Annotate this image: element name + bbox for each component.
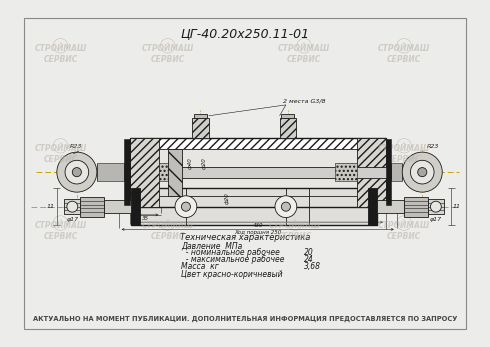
Text: R23: R23 [427, 144, 439, 150]
Text: φ17: φ17 [430, 217, 442, 222]
Bar [194, 114, 207, 118]
Bar [104, 200, 131, 213]
Circle shape [65, 160, 89, 184]
Text: Цвет красно-коричневый: Цвет красно-коричневый [181, 270, 283, 279]
Bar [404, 197, 428, 217]
Text: 11: 11 [453, 204, 461, 209]
Text: АКТУАЛЬНО НА МОМЕНТ ПУБЛИКАЦИИ. ДОПОЛНИТЕЛЬНАЯ ИНФОРМАЦИЯ ПРЕДОСТАВЛЯЕТСЯ ПО ЗАП: АКТУАЛЬНО НА МОМЕНТ ПУБЛИКАЦИИ. ДОПОЛНИТ… [33, 316, 457, 322]
Text: 35: 35 [142, 216, 148, 221]
Text: CТРОЙМАШ
СЕРВИС: CТРОЙМАШ СЕРВИС [142, 221, 194, 241]
Text: CТРОЙМАШ
СЕРВИС: CТРОЙМАШ СЕРВИС [142, 44, 194, 64]
Text: R23: R23 [70, 144, 82, 150]
Circle shape [430, 201, 441, 212]
Bar [428, 200, 444, 214]
Circle shape [417, 168, 427, 177]
Circle shape [281, 202, 291, 211]
Bar [129, 149, 386, 196]
Text: CТРОЙМАШ
СЕРВИС: CТРОЙМАШ СЕРВИС [378, 221, 430, 241]
Bar [377, 200, 404, 213]
Text: CТРОЙМАШ
СЕРВИС: CТРОЙМАШ СЕРВИС [34, 144, 87, 164]
Text: - максимальное рабочее: - максимальное рабочее [181, 255, 285, 264]
Circle shape [67, 201, 78, 212]
Text: ф20: ф20 [201, 157, 207, 169]
Text: Давление  МПа: Давление МПа [181, 241, 243, 250]
Bar [131, 188, 377, 225]
Text: 3,68: 3,68 [304, 262, 321, 271]
Bar [357, 138, 386, 207]
Text: CТРОЙМАШ
СЕРВИС: CТРОЙМАШ СЕРВИС [269, 221, 321, 241]
Bar [168, 149, 182, 196]
Bar [159, 167, 392, 178]
Text: 2 места G3/8: 2 места G3/8 [283, 98, 325, 103]
Circle shape [402, 152, 442, 192]
Bar [192, 118, 209, 138]
Circle shape [175, 196, 197, 218]
Circle shape [73, 168, 81, 177]
Bar [279, 118, 296, 138]
Circle shape [57, 152, 97, 192]
Text: φ17: φ17 [66, 217, 78, 222]
Circle shape [181, 202, 191, 211]
Text: 24: 24 [304, 255, 314, 264]
Bar [159, 163, 179, 181]
Text: CТРОЙМАШ
СЕРВИС: CТРОЙМАШ СЕРВИС [378, 144, 430, 164]
Bar [129, 138, 386, 149]
Text: Ход поршня 250: Ход поршня 250 [234, 230, 281, 235]
Bar [97, 164, 124, 180]
Bar [129, 196, 386, 207]
Bar [131, 188, 141, 225]
Bar [392, 163, 402, 181]
Bar [386, 139, 392, 205]
Text: ф20: ф20 [224, 192, 229, 204]
Text: ф40: ф40 [188, 157, 193, 169]
Text: CТРОЙМАШ
СЕРВИС: CТРОЙМАШ СЕРВИС [378, 44, 430, 64]
Bar [281, 114, 294, 118]
Text: 11: 11 [47, 204, 55, 209]
Text: CТРОЙМАШ
СЕРВИС: CТРОЙМАШ СЕРВИС [34, 221, 87, 241]
Text: Масса  кг: Масса кг [181, 262, 219, 271]
Bar [124, 139, 129, 205]
Text: 430: 430 [252, 223, 263, 228]
Bar [129, 138, 386, 207]
Text: CТРОЙМАШ
СЕРВИС: CТРОЙМАШ СЕРВИС [34, 44, 87, 64]
Bar [129, 138, 159, 207]
Text: Техническая характеристика: Техническая характеристика [180, 233, 310, 242]
Text: 20: 20 [304, 248, 314, 257]
Bar [97, 163, 124, 181]
Text: ЦГ-40.20x250.11-01: ЦГ-40.20x250.11-01 [180, 27, 310, 40]
Bar [80, 197, 104, 217]
Bar [64, 200, 80, 214]
Bar [368, 188, 377, 225]
Circle shape [411, 160, 434, 184]
Bar [335, 163, 357, 181]
Circle shape [275, 196, 297, 218]
Text: CТРОЙМАШ
СЕРВИС: CТРОЙМАШ СЕРВИС [278, 44, 330, 64]
Text: - номинальное рабочее: - номинальное рабочее [181, 248, 280, 257]
Bar [392, 164, 402, 180]
